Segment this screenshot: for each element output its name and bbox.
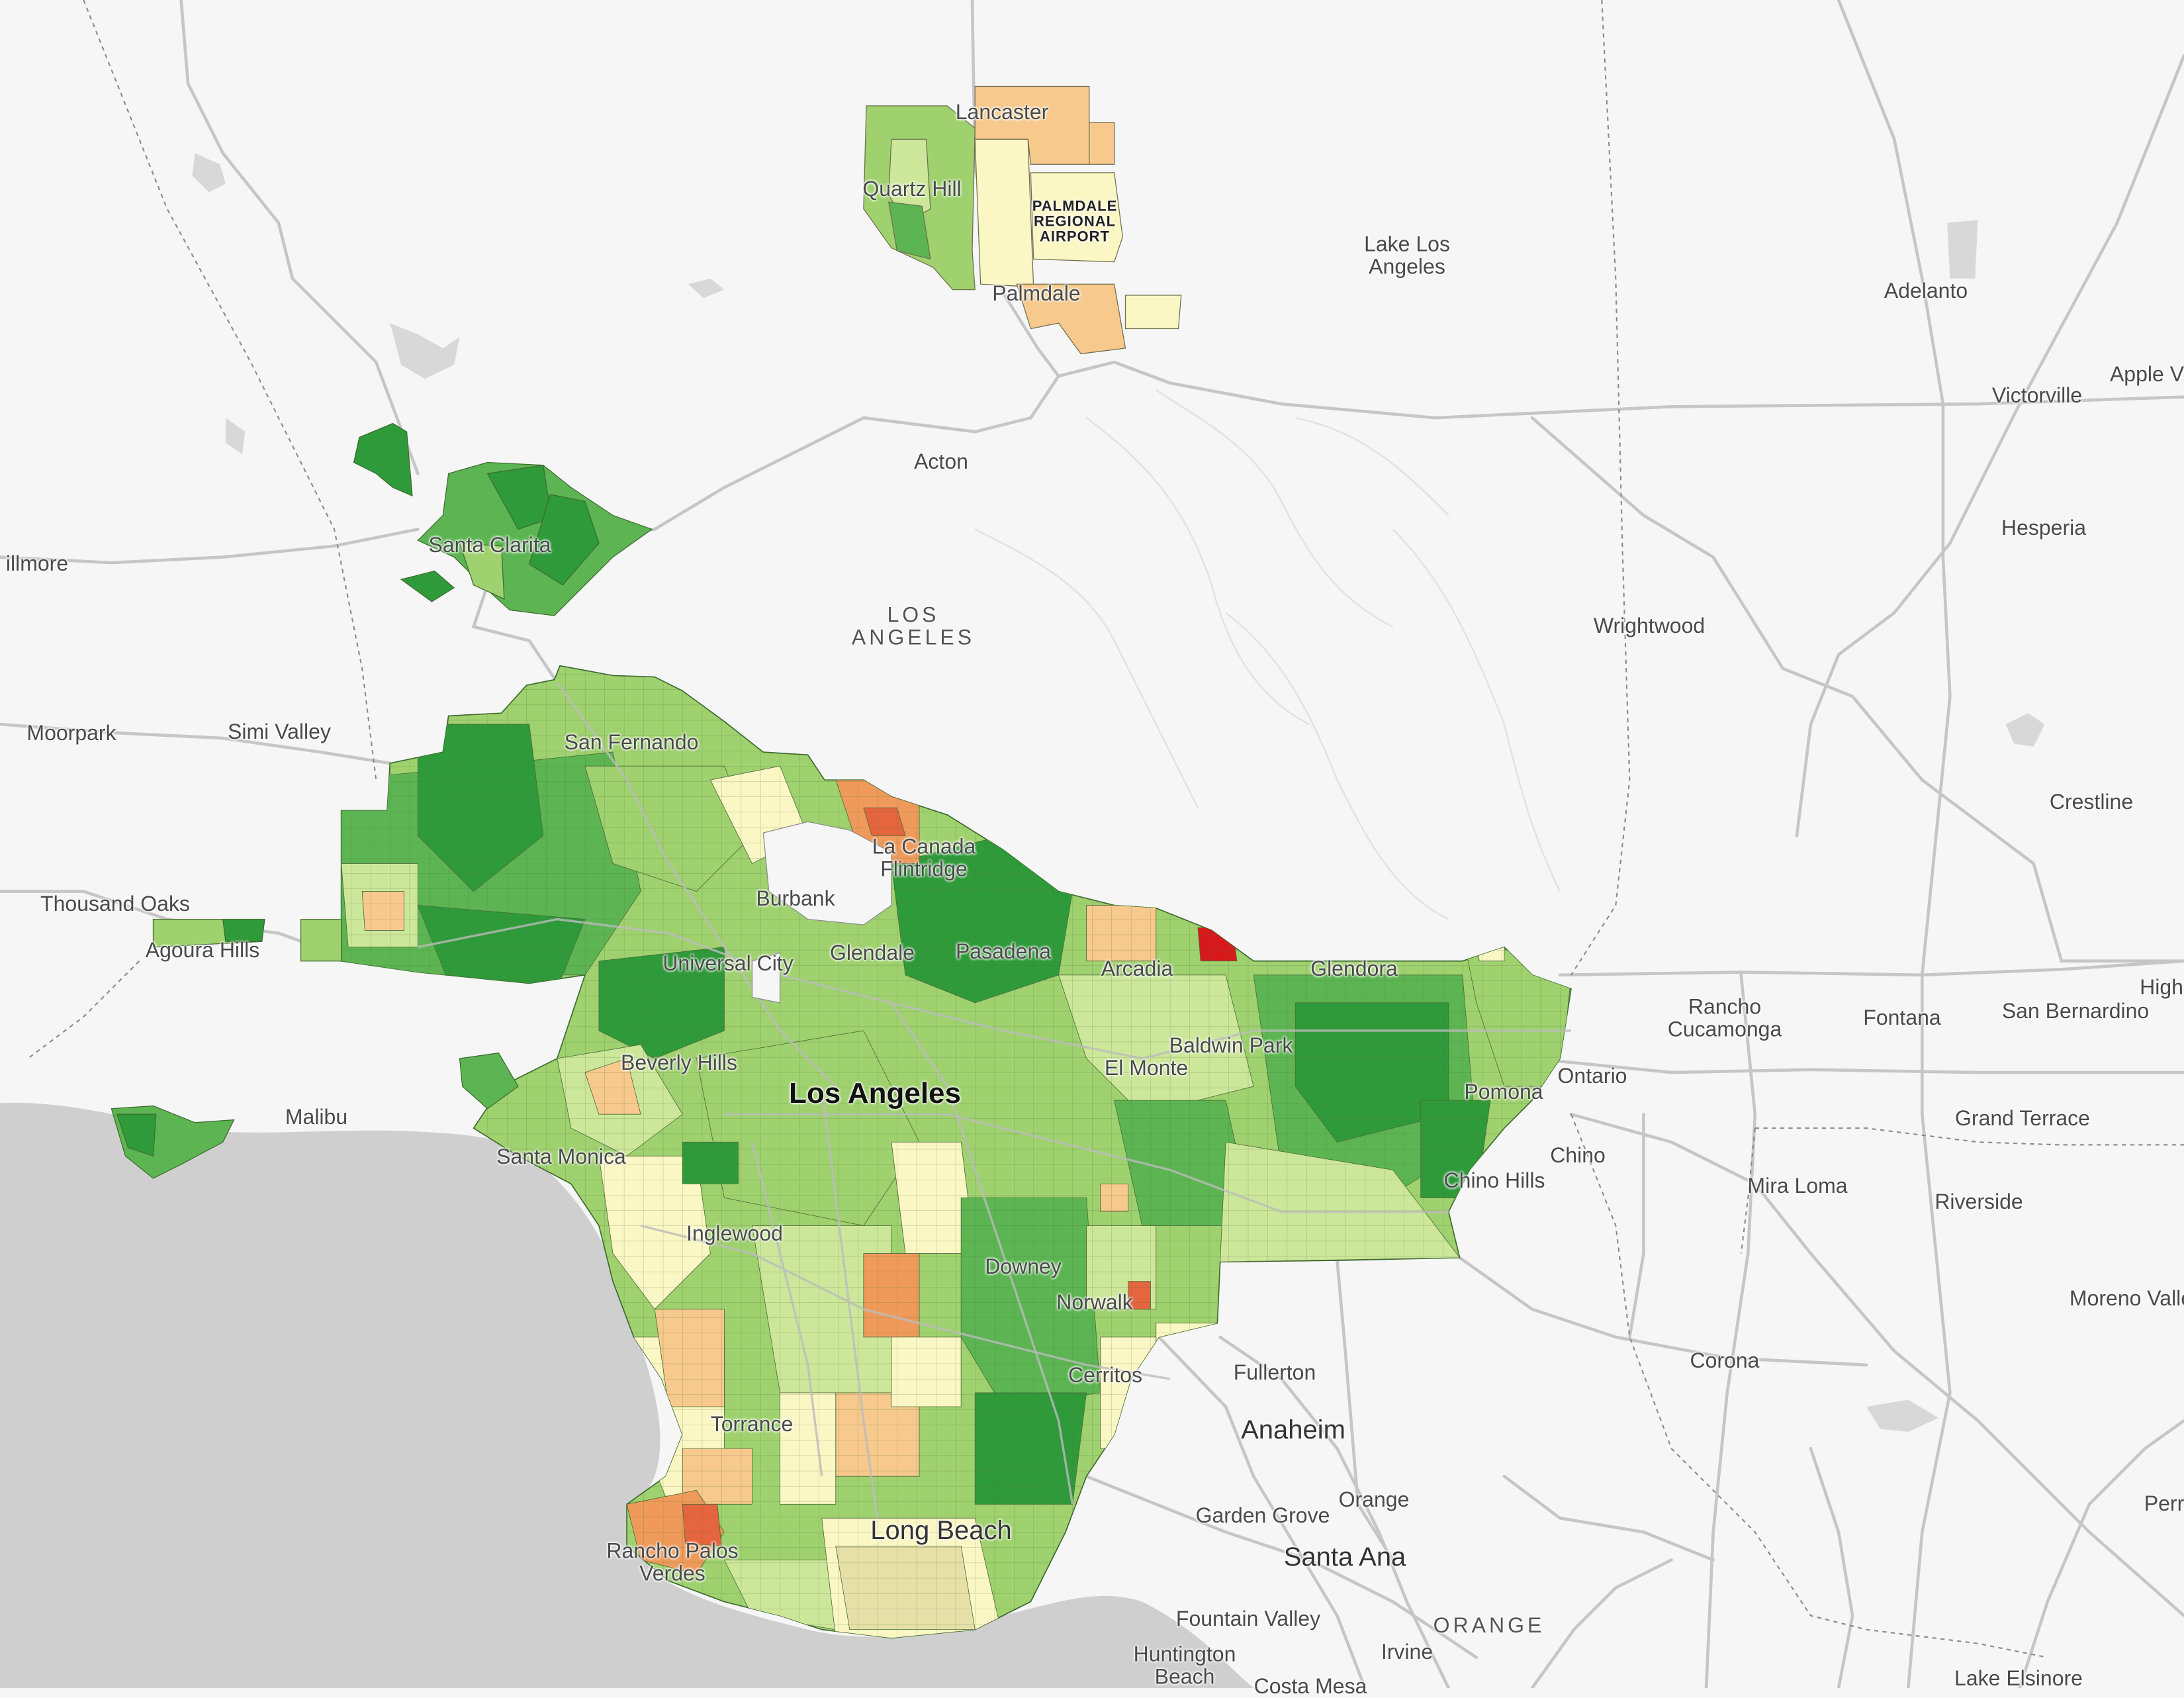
label-riverside: Riverside (1934, 1190, 2023, 1214)
label-rancho-palos-verdes: Rancho Palos Verdes (606, 1538, 739, 1585)
label-victorville: Victorville (1991, 383, 2083, 408)
label-downey: Downey (985, 1254, 1062, 1279)
boundaries (27, 0, 2184, 1658)
label-la-canada-flintridge: La Canada Flintridge (872, 834, 976, 880)
label-lake-los-angeles: Lake Los Angeles (1364, 232, 1450, 278)
label-simi-valley: Simi Valley (228, 720, 331, 744)
pacific-ocean (0, 1102, 1254, 1688)
label-orange: Orange (1338, 1487, 1410, 1512)
label-irvine: Irvine (1381, 1640, 1433, 1664)
label-perris: Perr (2144, 1491, 2184, 1516)
urban-freeways (418, 681, 1571, 1519)
label-santa-clarita: Santa Clarita (428, 533, 551, 557)
label-county-los-angeles: LOS ANGELES (851, 602, 976, 649)
excluded-areas (751, 821, 892, 1004)
label-ontario: Ontario (1557, 1064, 1627, 1088)
label-highland: High (2140, 975, 2183, 1000)
label-garden-grove: Garden Grove (1195, 1503, 1330, 1528)
label-quartz-hill: Quartz Hill (862, 177, 962, 201)
label-fountain-valley: Fountain Valley (1175, 1607, 1321, 1631)
label-anaheim: Anaheim (1241, 1415, 1345, 1444)
antelope-valley-tracts (863, 85, 1182, 355)
label-agoura-hills: Agoura Hills (145, 938, 260, 963)
label-county-orange: ORANGE (1433, 1613, 1545, 1638)
label-thousand-oaks: Thousand Oaks (40, 892, 190, 916)
label-san-bernardino: San Bernardino (2001, 999, 2150, 1023)
label-pasadena: Pasadena (955, 939, 1052, 964)
label-arcadia: Arcadia (1101, 957, 1173, 981)
label-beverly-hills: Beverly Hills (620, 1051, 738, 1075)
label-inglewood: Inglewood (686, 1221, 783, 1246)
label-adelanto: Adelanto (1884, 279, 1968, 303)
label-palmdale-regional-airport: PALMDALE REGIONAL AIRPORT (1032, 197, 1118, 245)
label-el-monte: El Monte (1104, 1056, 1189, 1080)
label-moorpark: Moorpark (26, 721, 116, 745)
label-palmdale: Palmdale (992, 281, 1081, 306)
label-pomona: Pomona (1464, 1080, 1543, 1104)
label-mira-loma: Mira Loma (1747, 1174, 1848, 1198)
label-santa-monica: Santa Monica (496, 1145, 626, 1169)
label-cerritos: Cerritos (1068, 1363, 1143, 1388)
label-crestline: Crestline (2049, 790, 2134, 814)
label-los-angeles: Los Angeles (789, 1076, 961, 1109)
label-torrance: Torrance (710, 1412, 794, 1437)
label-glendora: Glendora (1310, 957, 1398, 981)
label-hesperia: Hesperia (2001, 516, 2087, 540)
label-long-beach: Long Beach (870, 1516, 1012, 1545)
label-lancaster: Lancaster (955, 100, 1049, 124)
label-wrightwood: Wrightwood (1593, 614, 1706, 638)
label-acton: Acton (914, 449, 968, 474)
label-santa-ana: Santa Ana (1283, 1542, 1406, 1572)
label-grand-terrace: Grand Terrace (1955, 1106, 2090, 1131)
label-baldwin-park: Baldwin Park (1169, 1033, 1293, 1058)
label-moreno-valley: Moreno Valle (2069, 1286, 2184, 1311)
label-lake-elsinore: Lake Elsinore (1954, 1666, 2083, 1691)
label-fontana: Fontana (1863, 1006, 1941, 1030)
label-chino-hills: Chino Hills (1443, 1168, 1545, 1193)
label-fullerton: Fullerton (1233, 1360, 1316, 1385)
santa-clarita-tracts (353, 422, 653, 616)
label-fillmore: illmore (5, 551, 69, 576)
label-glendale: Glendale (829, 941, 915, 965)
label-universal-city: Universal City (662, 951, 794, 976)
label-san-fernando: San Fernando (564, 730, 699, 755)
label-corona: Corona (1690, 1348, 1760, 1373)
label-norwalk: Norwalk (1056, 1290, 1133, 1315)
label-apple-valley: Apple V (2109, 362, 2184, 387)
label-rancho-cucamonga: Rancho Cucamonga (1667, 994, 1782, 1041)
label-huntington-beach: Huntington Beach (1133, 1642, 1236, 1688)
lakes (192, 153, 2045, 1432)
label-costa-mesa: Costa Mesa (1253, 1674, 1367, 1698)
label-malibu: Malibu (285, 1105, 348, 1129)
label-chino: Chino (1550, 1143, 1606, 1168)
terrain-hillshade (974, 389, 1561, 920)
west-county-tracts (111, 918, 519, 1179)
label-burbank: Burbank (756, 886, 835, 911)
